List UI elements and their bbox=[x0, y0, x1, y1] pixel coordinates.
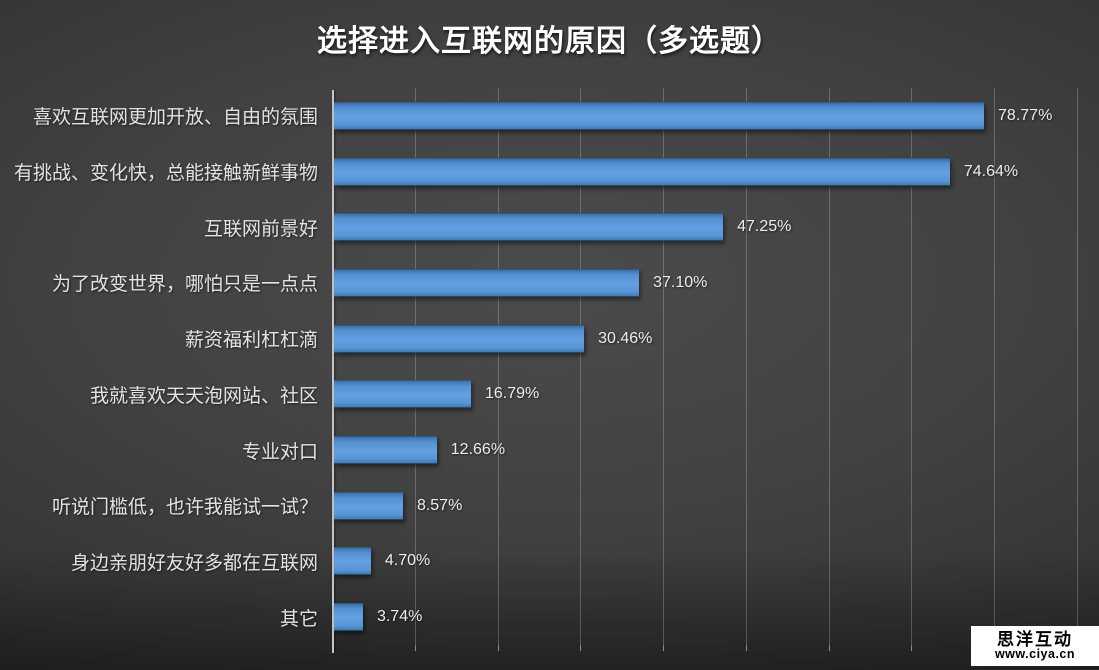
bar-row: 为了改变世界，哪怕只是一点点 37.10% bbox=[0, 255, 1077, 311]
y-axis-line bbox=[332, 90, 334, 653]
gridline bbox=[745, 88, 747, 651]
bar-row: 听说门槛低，也许我能试一试？ 8.57% bbox=[0, 478, 1077, 534]
bar bbox=[334, 324, 585, 353]
category-label: 其它 bbox=[279, 608, 318, 630]
bar bbox=[334, 547, 371, 576]
category-label: 为了改变世界，哪怕只是一点点 bbox=[51, 274, 318, 296]
bar bbox=[334, 101, 985, 130]
value-label: 4.70% bbox=[384, 552, 431, 570]
gridline bbox=[911, 88, 913, 651]
axis-tick bbox=[580, 645, 582, 651]
bar-track: 30.46% bbox=[332, 311, 1077, 367]
bar-track: 74.64% bbox=[332, 144, 1077, 200]
category-label: 我就喜欢天天泡网站、社区 bbox=[89, 385, 318, 407]
value-label: 37.10% bbox=[653, 273, 708, 291]
axis-tick bbox=[745, 645, 747, 651]
value-label: 47.25% bbox=[737, 218, 792, 236]
category-label: 互联网前景好 bbox=[203, 218, 318, 240]
plot-area bbox=[332, 88, 1078, 653]
bar bbox=[334, 436, 437, 465]
bar-row: 有挑战、变化快，总能接触新鲜事物 74.64% bbox=[0, 144, 1077, 200]
axis-tick bbox=[414, 645, 416, 651]
bar-row: 身边亲朋好友好多都在互联网 4.70% bbox=[0, 534, 1077, 590]
gridline bbox=[1077, 88, 1078, 651]
value-label: 8.57% bbox=[416, 496, 463, 514]
bar-track: 37.10% bbox=[332, 255, 1077, 311]
gridline bbox=[497, 88, 499, 651]
watermark-url: www.ciya.cn bbox=[994, 647, 1076, 662]
bar-rows: 喜欢互联网更加开放、自由的氛围 78.77% 有挑战、变化快，总能接触新鲜事物 74.… bbox=[0, 88, 1077, 645]
bar-row: 其它 3.74% bbox=[0, 589, 1077, 645]
bar bbox=[334, 157, 950, 186]
gridline bbox=[828, 88, 830, 651]
axis-tick bbox=[497, 645, 499, 651]
bar-track: 47.25% bbox=[332, 199, 1077, 255]
gridline bbox=[414, 88, 416, 651]
bar-row: 喜欢互联网更加开放、自由的氛围 78.77% bbox=[0, 88, 1077, 144]
bar bbox=[334, 603, 363, 632]
bar-row: 专业对口 12.66% bbox=[0, 422, 1077, 478]
bar bbox=[334, 380, 471, 409]
category-label: 喜欢互联网更加开放、自由的氛围 bbox=[32, 107, 318, 129]
watermark: 思洋互动 www.ciya.cn bbox=[971, 626, 1099, 666]
bar-row: 薪资福利杠杠滴 30.46% bbox=[0, 311, 1077, 367]
gridline bbox=[663, 88, 665, 651]
category-label: 身边亲朋好友好多都在互联网 bbox=[70, 552, 318, 574]
gridline bbox=[580, 88, 582, 651]
value-label: 12.66% bbox=[450, 441, 506, 459]
bar bbox=[334, 213, 724, 242]
value-label: 78.77% bbox=[998, 106, 1053, 124]
bar-track: 4.70% bbox=[332, 534, 1077, 590]
bar-track: 8.57% bbox=[332, 478, 1077, 534]
bar bbox=[334, 268, 640, 297]
category-label: 薪资福利杠杠滴 bbox=[184, 330, 318, 352]
bar-row: 我就喜欢天天泡网站、社区 16.79% bbox=[0, 367, 1077, 423]
category-label: 有挑战、变化快，总能接触新鲜事物 bbox=[13, 163, 318, 185]
category-label: 听说门槛低，也许我能试一试？ bbox=[51, 497, 318, 519]
chart-title: 选择进入互联网的原因（多选题） bbox=[317, 25, 782, 58]
bar-row: 互联网前景好 47.25% bbox=[0, 199, 1077, 255]
axis-tick bbox=[663, 645, 665, 651]
bar-track: 78.77% bbox=[332, 88, 1077, 144]
axis-tick bbox=[911, 645, 913, 651]
bar-track: 3.74% bbox=[332, 589, 1077, 645]
bar-track: 16.79% bbox=[332, 367, 1077, 423]
bar bbox=[334, 491, 403, 520]
value-label: 74.64% bbox=[963, 162, 1019, 180]
bar-track: 12.66% bbox=[332, 422, 1077, 478]
value-label: 16.79% bbox=[484, 385, 540, 403]
axis-tick bbox=[828, 645, 830, 651]
value-label: 30.46% bbox=[598, 329, 653, 347]
category-label: 专业对口 bbox=[241, 441, 318, 463]
value-label: 3.74% bbox=[376, 608, 423, 626]
watermark-brand: 思洋互动 bbox=[997, 629, 1073, 649]
